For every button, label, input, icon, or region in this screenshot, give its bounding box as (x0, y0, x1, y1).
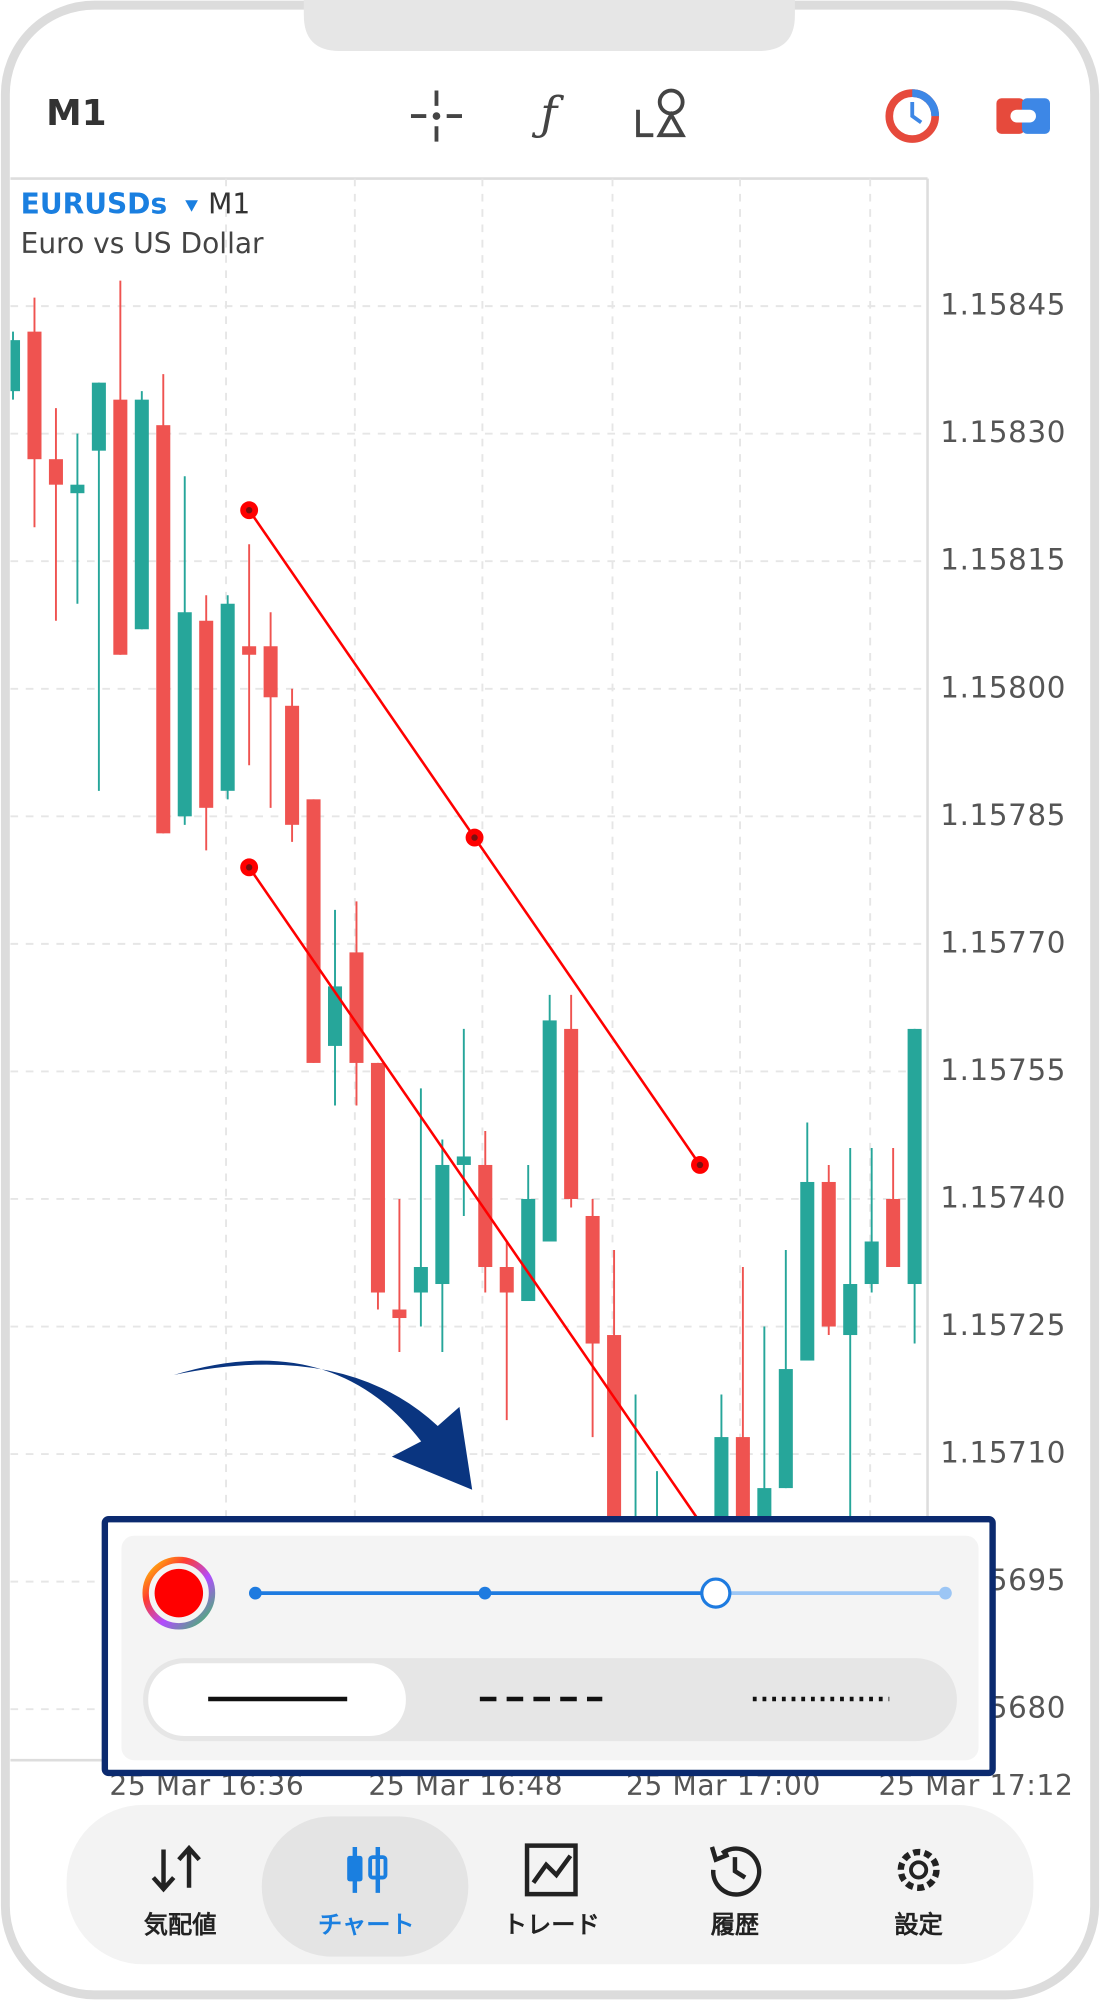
candle-body (864, 1241, 879, 1285)
candle-body (156, 425, 171, 834)
timeframe-button[interactable]: M1 (46, 93, 106, 134)
trade-icon[interactable] (996, 98, 1050, 134)
tab-icon[interactable] (151, 1844, 201, 1893)
candle-body (327, 986, 343, 1046)
candle-body (435, 1164, 450, 1285)
candle-body (585, 1215, 600, 1344)
tab-label[interactable]: 設定 (894, 1911, 943, 1939)
candle-body (242, 646, 257, 655)
trendline-handle-center (245, 507, 253, 514)
candle-body (220, 603, 235, 791)
tab-icon (368, 1855, 388, 1880)
candle-body (70, 484, 85, 494)
symbol-dropdown[interactable] (185, 200, 198, 212)
candle-body (134, 399, 149, 630)
candle-body (10, 340, 21, 392)
y-tick-label: 1.15800 (940, 670, 1066, 704)
tab-label[interactable]: トレード (503, 1911, 600, 1939)
tab-icon[interactable] (897, 1848, 940, 1891)
candle-body (306, 799, 321, 1063)
y-tick-label: 1.15785 (940, 798, 1066, 832)
objects-icon[interactable] (636, 88, 686, 138)
candle-body (499, 1267, 514, 1293)
candle-body (263, 646, 278, 698)
color-ring[interactable] (142, 1556, 216, 1630)
price-axis: 1.15845 1.15830 1.15815 1.15800 1.15785 1.157… (940, 288, 1066, 1725)
notch (303, 0, 795, 52)
y-tick-label: 1.15830 (940, 415, 1066, 449)
y-tick-label: 1.15770 (940, 925, 1066, 959)
slider-thumb[interactable] (700, 1577, 732, 1609)
candle-body (370, 1062, 385, 1293)
tab-icon (347, 1855, 363, 1882)
candle-body (843, 1284, 858, 1336)
candle-body (285, 705, 300, 825)
candle-body (456, 1156, 471, 1165)
symbol-description: Euro vs US Dollar (21, 227, 264, 260)
tabs: 気配値 チャート トレード 履歴 設定 (144, 1816, 944, 1957)
candle-body (542, 1020, 557, 1242)
tab-icon[interactable] (524, 1843, 578, 1897)
candle-body (48, 459, 63, 485)
color-swatch[interactable] (154, 1568, 204, 1618)
candle-body (91, 382, 106, 451)
tab-icon (909, 1860, 929, 1880)
trendline-handle-center (471, 834, 478, 841)
y-tick-label: 1.15710 (940, 1436, 1066, 1470)
candle-body (177, 612, 192, 817)
y-tick-label: 1.15725 (940, 1308, 1066, 1342)
clock-icon[interactable] (885, 89, 940, 143)
candle-body (800, 1181, 815, 1361)
y-tick-label: 1.15755 (940, 1053, 1066, 1087)
tab-label[interactable]: 気配値 (144, 1911, 217, 1939)
tab-label[interactable]: 履歴 (711, 1911, 759, 1939)
symbol[interactable]: EURUSDs (21, 187, 167, 220)
y-tick-label: 1.15815 (940, 543, 1066, 577)
tab-label[interactable]: チャート (318, 1911, 415, 1939)
candle-body (27, 331, 42, 460)
slider-stop[interactable] (478, 1586, 492, 1600)
slider-stop[interactable] (248, 1586, 262, 1600)
annotation-arrow (173, 1360, 473, 1490)
tab-bar (66, 1804, 1034, 1965)
trendline-handle-center (245, 864, 253, 871)
candle-body (392, 1309, 407, 1319)
y-tick-label: 1.15740 (940, 1180, 1066, 1214)
trendlines (240, 501, 709, 1523)
candle-body (778, 1369, 793, 1489)
y-tick-label: 1.15845 (940, 288, 1066, 322)
tab-icon[interactable] (709, 1846, 762, 1897)
candle-body (564, 1028, 579, 1199)
candle-body (907, 1028, 922, 1285)
candle-body (349, 952, 364, 1063)
candle-body (886, 1198, 901, 1268)
candle-body (413, 1267, 428, 1293)
candle-body (821, 1181, 836, 1327)
candle-body (113, 399, 128, 655)
crosshair-icon[interactable] (410, 90, 462, 142)
candle-body (199, 620, 214, 808)
candle-body (478, 1164, 493, 1268)
tab-active-bg (261, 1816, 469, 1957)
trendline-handle-center (696, 1161, 704, 1169)
candles (10, 280, 922, 1650)
trendline[interactable] (248, 866, 701, 1523)
chart-timeframe: M1 (208, 187, 250, 220)
slider-stop[interactable] (939, 1586, 952, 1600)
candle-body (521, 1198, 536, 1302)
